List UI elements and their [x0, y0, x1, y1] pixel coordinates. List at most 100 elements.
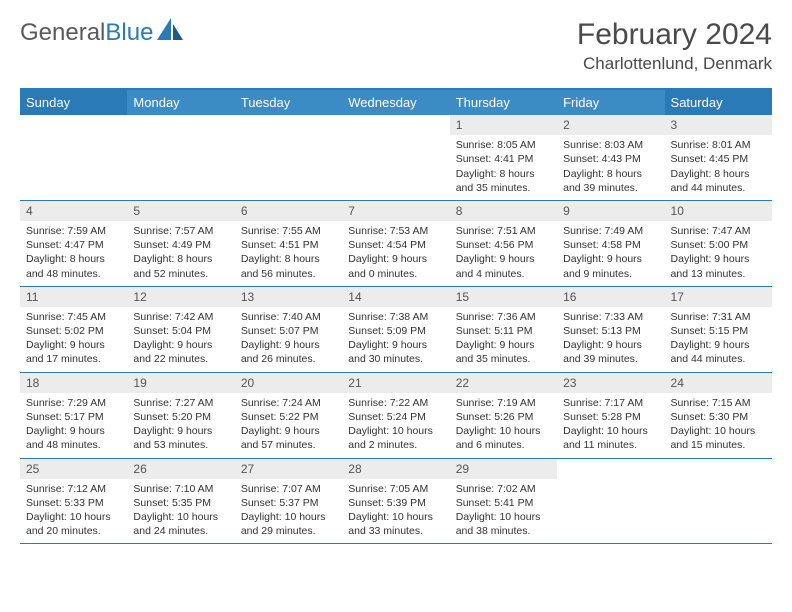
month-title: February 2024: [577, 18, 772, 52]
day-number: 29: [450, 459, 557, 479]
day-body: Sunrise: 7:17 AMSunset: 5:28 PMDaylight:…: [557, 393, 664, 458]
title-block: February 2024 Charlottenlund, Denmark: [577, 18, 772, 74]
week-row: 11Sunrise: 7:45 AMSunset: 5:02 PMDayligh…: [20, 287, 772, 373]
sunrise-text: Sunrise: 7:02 AM: [456, 482, 551, 496]
day-body: Sunrise: 7:36 AMSunset: 5:11 PMDaylight:…: [450, 307, 557, 372]
day-number: [342, 115, 449, 119]
sunrise-text: Sunrise: 7:31 AM: [671, 310, 766, 324]
sunrise-text: Sunrise: 7:53 AM: [348, 224, 443, 238]
day-body: Sunrise: 7:12 AMSunset: 5:33 PMDaylight:…: [20, 479, 127, 544]
day-cell: 15Sunrise: 7:36 AMSunset: 5:11 PMDayligh…: [450, 287, 557, 372]
day-cell: 7Sunrise: 7:53 AMSunset: 4:54 PMDaylight…: [342, 201, 449, 286]
calendar: Sunday Monday Tuesday Wednesday Thursday…: [20, 88, 772, 544]
daylight-text: Daylight: 10 hours and 2 minutes.: [348, 424, 443, 452]
day-cell: 24Sunrise: 7:15 AMSunset: 5:30 PMDayligh…: [665, 373, 772, 458]
day-number: [665, 459, 772, 463]
day-body: Sunrise: 7:51 AMSunset: 4:56 PMDaylight:…: [450, 221, 557, 286]
daylight-text: Daylight: 8 hours and 35 minutes.: [456, 167, 551, 195]
weeks-container: 1Sunrise: 8:05 AMSunset: 4:41 PMDaylight…: [20, 115, 772, 544]
sunset-text: Sunset: 4:41 PM: [456, 152, 551, 166]
sunset-text: Sunset: 5:07 PM: [241, 324, 336, 338]
sunset-text: Sunset: 5:02 PM: [26, 324, 121, 338]
day-cell: [557, 459, 664, 544]
day-body: Sunrise: 7:22 AMSunset: 5:24 PMDaylight:…: [342, 393, 449, 458]
day-number: 9: [557, 201, 664, 221]
week-row: 4Sunrise: 7:59 AMSunset: 4:47 PMDaylight…: [20, 201, 772, 287]
day-cell: 28Sunrise: 7:05 AMSunset: 5:39 PMDayligh…: [342, 459, 449, 544]
daylight-text: Daylight: 10 hours and 6 minutes.: [456, 424, 551, 452]
day-cell: 27Sunrise: 7:07 AMSunset: 5:37 PMDayligh…: [235, 459, 342, 544]
daylight-text: Daylight: 8 hours and 39 minutes.: [563, 167, 658, 195]
day-cell: 12Sunrise: 7:42 AMSunset: 5:04 PMDayligh…: [127, 287, 234, 372]
daylight-text: Daylight: 9 hours and 26 minutes.: [241, 338, 336, 366]
sunrise-text: Sunrise: 7:47 AM: [671, 224, 766, 238]
day-body: Sunrise: 7:55 AMSunset: 4:51 PMDaylight:…: [235, 221, 342, 286]
day-number: 11: [20, 287, 127, 307]
sunset-text: Sunset: 5:35 PM: [133, 496, 228, 510]
sunset-text: Sunset: 5:09 PM: [348, 324, 443, 338]
day-cell: [127, 115, 234, 200]
day-cell: 9Sunrise: 7:49 AMSunset: 4:58 PMDaylight…: [557, 201, 664, 286]
weekday-monday: Monday: [127, 90, 234, 115]
daylight-text: Daylight: 8 hours and 56 minutes.: [241, 252, 336, 280]
day-body: Sunrise: 7:40 AMSunset: 5:07 PMDaylight:…: [235, 307, 342, 372]
week-row: 25Sunrise: 7:12 AMSunset: 5:33 PMDayligh…: [20, 459, 772, 545]
daylight-text: Daylight: 9 hours and 13 minutes.: [671, 252, 766, 280]
day-cell: 14Sunrise: 7:38 AMSunset: 5:09 PMDayligh…: [342, 287, 449, 372]
day-body: Sunrise: 7:24 AMSunset: 5:22 PMDaylight:…: [235, 393, 342, 458]
day-number: [20, 115, 127, 119]
day-number: 24: [665, 373, 772, 393]
weekday-wednesday: Wednesday: [342, 90, 449, 115]
day-number: 4: [20, 201, 127, 221]
day-number: 23: [557, 373, 664, 393]
sunrise-text: Sunrise: 7:29 AM: [26, 396, 121, 410]
sunrise-text: Sunrise: 7:36 AM: [456, 310, 551, 324]
sunrise-text: Sunrise: 7:05 AM: [348, 482, 443, 496]
day-cell: 6Sunrise: 7:55 AMSunset: 4:51 PMDaylight…: [235, 201, 342, 286]
daylight-text: Daylight: 8 hours and 48 minutes.: [26, 252, 121, 280]
header: GeneralBlue February 2024 Charlottenlund…: [20, 18, 772, 74]
day-cell: 3Sunrise: 8:01 AMSunset: 4:45 PMDaylight…: [665, 115, 772, 200]
day-body: Sunrise: 7:57 AMSunset: 4:49 PMDaylight:…: [127, 221, 234, 286]
weekday-sunday: Sunday: [20, 90, 127, 115]
sunrise-text: Sunrise: 8:05 AM: [456, 138, 551, 152]
day-body: Sunrise: 8:05 AMSunset: 4:41 PMDaylight:…: [450, 135, 557, 200]
logo: GeneralBlue: [20, 18, 183, 47]
day-cell: 4Sunrise: 7:59 AMSunset: 4:47 PMDaylight…: [20, 201, 127, 286]
sunrise-text: Sunrise: 7:15 AM: [671, 396, 766, 410]
day-body: Sunrise: 7:53 AMSunset: 4:54 PMDaylight:…: [342, 221, 449, 286]
weekday-header-row: Sunday Monday Tuesday Wednesday Thursday…: [20, 90, 772, 115]
day-body: Sunrise: 7:31 AMSunset: 5:15 PMDaylight:…: [665, 307, 772, 372]
day-cell: 11Sunrise: 7:45 AMSunset: 5:02 PMDayligh…: [20, 287, 127, 372]
sunset-text: Sunset: 4:49 PM: [133, 238, 228, 252]
day-body: Sunrise: 7:33 AMSunset: 5:13 PMDaylight:…: [557, 307, 664, 372]
weekday-tuesday: Tuesday: [235, 90, 342, 115]
sunset-text: Sunset: 5:39 PM: [348, 496, 443, 510]
sunrise-text: Sunrise: 7:49 AM: [563, 224, 658, 238]
sunset-text: Sunset: 5:33 PM: [26, 496, 121, 510]
day-body: Sunrise: 7:45 AMSunset: 5:02 PMDaylight:…: [20, 307, 127, 372]
sunrise-text: Sunrise: 7:40 AM: [241, 310, 336, 324]
daylight-text: Daylight: 10 hours and 24 minutes.: [133, 510, 228, 538]
daylight-text: Daylight: 9 hours and 35 minutes.: [456, 338, 551, 366]
day-cell: 8Sunrise: 7:51 AMSunset: 4:56 PMDaylight…: [450, 201, 557, 286]
daylight-text: Daylight: 9 hours and 57 minutes.: [241, 424, 336, 452]
day-cell: [665, 459, 772, 544]
day-cell: 18Sunrise: 7:29 AMSunset: 5:17 PMDayligh…: [20, 373, 127, 458]
sunset-text: Sunset: 5:28 PM: [563, 410, 658, 424]
day-body: Sunrise: 7:38 AMSunset: 5:09 PMDaylight:…: [342, 307, 449, 372]
sunrise-text: Sunrise: 7:24 AM: [241, 396, 336, 410]
daylight-text: Daylight: 9 hours and 53 minutes.: [133, 424, 228, 452]
daylight-text: Daylight: 9 hours and 22 minutes.: [133, 338, 228, 366]
sunset-text: Sunset: 5:04 PM: [133, 324, 228, 338]
day-number: [557, 459, 664, 463]
daylight-text: Daylight: 9 hours and 4 minutes.: [456, 252, 551, 280]
day-number: 20: [235, 373, 342, 393]
daylight-text: Daylight: 10 hours and 38 minutes.: [456, 510, 551, 538]
sunrise-text: Sunrise: 7:45 AM: [26, 310, 121, 324]
day-body: Sunrise: 7:29 AMSunset: 5:17 PMDaylight:…: [20, 393, 127, 458]
day-cell: 2Sunrise: 8:03 AMSunset: 4:43 PMDaylight…: [557, 115, 664, 200]
sunset-text: Sunset: 5:11 PM: [456, 324, 551, 338]
daylight-text: Daylight: 8 hours and 52 minutes.: [133, 252, 228, 280]
day-body: Sunrise: 7:59 AMSunset: 4:47 PMDaylight:…: [20, 221, 127, 286]
